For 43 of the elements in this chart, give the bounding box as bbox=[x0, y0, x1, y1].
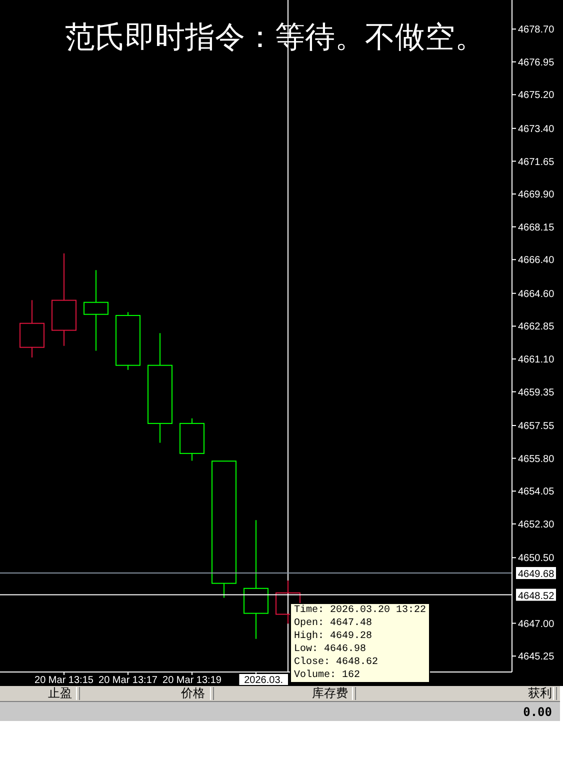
y-tick-label: 4662.85 bbox=[518, 322, 555, 333]
y-tick-label: 4666.40 bbox=[518, 255, 555, 266]
y-tick-label: 4645.25 bbox=[518, 652, 555, 663]
text: 价格 bbox=[181, 686, 205, 700]
x-tick-label: 20 Mar 13:17 bbox=[98, 675, 158, 686]
y-tick-label: 4657.55 bbox=[518, 421, 555, 432]
y-tick-label: 4676.95 bbox=[518, 57, 555, 68]
y-tick-label: 4678.70 bbox=[518, 24, 555, 36]
annotation: Close: 4648.62 bbox=[294, 656, 380, 669]
y-tick-label: 4654.05 bbox=[518, 486, 555, 498]
candlestick bbox=[148, 332, 172, 444]
candlestick bbox=[84, 270, 108, 352]
x-tick-label: 20 Mar 13:15 bbox=[34, 675, 94, 686]
x-tick-label: 20 Mar 13:19 bbox=[162, 675, 222, 686]
ref-line-label: 4648.52 bbox=[518, 590, 555, 602]
candlestick bbox=[52, 252, 76, 346]
y-tick-label: 4669.90 bbox=[518, 190, 555, 201]
text: 0.00 bbox=[523, 705, 552, 719]
annotation: Open: 4647.48 bbox=[294, 617, 374, 630]
annotation: High: 4649.28 bbox=[294, 630, 374, 643]
text: 获利 bbox=[528, 686, 552, 700]
ref-line-label: 4649.68 bbox=[518, 569, 555, 580]
candlestick bbox=[212, 460, 236, 598]
text: 库存费 bbox=[312, 686, 348, 700]
text: 止盈 bbox=[48, 686, 72, 700]
y-tick-label: 4659.35 bbox=[518, 387, 555, 398]
y-tick-label: 4673.40 bbox=[518, 124, 555, 135]
candlestick bbox=[180, 418, 204, 462]
y-tick-label: 4671.65 bbox=[518, 156, 555, 168]
annotation: Volume: 162 bbox=[294, 669, 362, 682]
candlestick bbox=[244, 520, 268, 640]
y-tick-label: 4655.80 bbox=[518, 454, 555, 465]
y-tick-label: 4647.00 bbox=[518, 618, 555, 630]
y-tick-label: 4668.15 bbox=[518, 222, 555, 234]
candlestick bbox=[20, 300, 44, 358]
ref-line-label: 2026.03. bbox=[244, 675, 284, 686]
y-tick-label: 4652.30 bbox=[518, 519, 555, 530]
annotation: Low: 4646.98 bbox=[294, 643, 368, 656]
annotation: Time: 2026.03.20 13:22 bbox=[294, 604, 426, 617]
y-tick-label: 4650.50 bbox=[518, 553, 555, 564]
y-tick-label: 4661.10 bbox=[518, 354, 555, 366]
y-tick-label: 4675.20 bbox=[518, 90, 555, 102]
y-tick-label: 4664.60 bbox=[518, 288, 555, 300]
